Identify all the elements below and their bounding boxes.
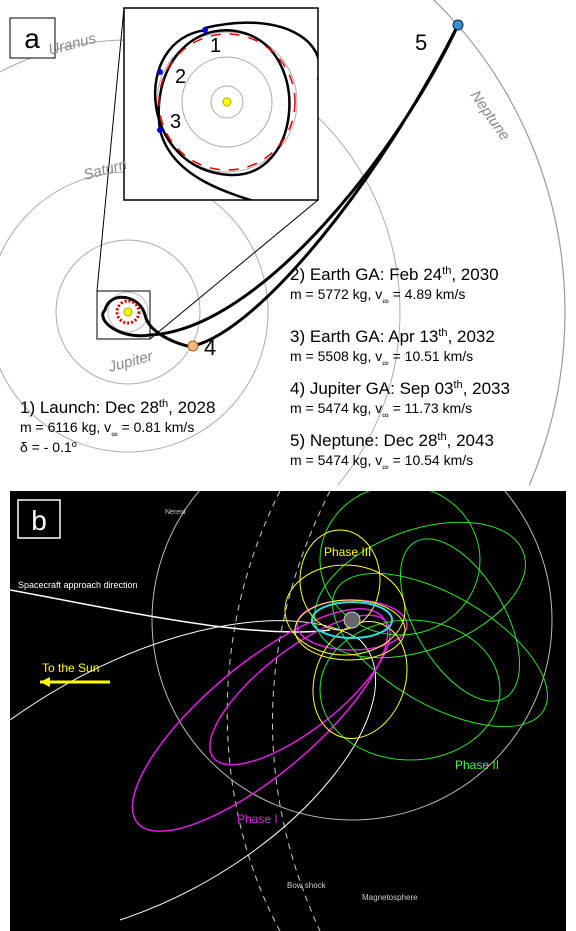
event-details-part: = 10.54 km/s [389, 452, 473, 468]
event-details-part: m = 5772 kg, v [290, 286, 382, 302]
event-note: δ = - 0.1o [20, 439, 77, 455]
event-details-part: = 4.89 km/s [389, 286, 466, 302]
event-title-part: th [453, 379, 462, 391]
zoom-line [97, 8, 124, 291]
planet-label: Jupiter [106, 348, 156, 377]
event-title: 2) Earth GA: Feb 24th, 2030 [290, 265, 499, 284]
sun-label: To the Sun [42, 661, 99, 675]
event-note-part: o [72, 439, 77, 449]
event-title: 1) Launch: Dec 28th, 2028 [20, 398, 215, 417]
event-title-part: 2) Earth GA: Feb 24 [290, 265, 442, 284]
event-title-part: 1) Launch: Dec 28 [20, 398, 159, 417]
event-title: 3) Earth GA: Apr 13th, 2032 [290, 327, 495, 346]
panel-label: b [31, 505, 47, 536]
approach-label: Spacecraft approach direction [18, 580, 138, 590]
marker-label: 1 [210, 35, 221, 57]
event-title-part: 4) Jupiter GA: Sep 03 [290, 379, 453, 398]
marker-label: 4 [204, 335, 216, 360]
event-details-part: m = 6116 kg, v [20, 419, 111, 435]
figure: aUranusSaturnJupiterNeptune123451) Launc… [0, 0, 576, 931]
neptune-b [344, 612, 360, 628]
event-details: m = 5772 kg, v∞ = 4.89 km/s [290, 286, 465, 306]
magnetosphere-label: Magnetosphere [362, 893, 418, 902]
jupiter [188, 341, 198, 351]
neptune [453, 20, 463, 30]
event-title-part: , 2030 [451, 265, 498, 284]
event-details: m = 6116 kg, v∞ = 0.81 km/s [20, 419, 194, 439]
nereid-label: Nereid [165, 509, 186, 516]
event-details-part: = 0.81 km/s [118, 419, 195, 435]
event-details-part: m = 5474 kg, v [290, 452, 382, 468]
event-details-part: = 11.73 km/s [389, 400, 472, 416]
marker-label: 5 [415, 30, 427, 55]
event-title-part: , 2032 [448, 327, 495, 346]
event-details: m = 5474 kg, v∞ = 10.54 km/s [290, 452, 473, 472]
event-title-part: , 2043 [447, 431, 494, 450]
phase-label: Phase II [455, 758, 499, 772]
event-title: 4) Jupiter GA: Sep 03th, 2033 [290, 379, 510, 398]
sun [124, 308, 132, 316]
event-title: 5) Neptune: Dec 28th, 2043 [290, 431, 494, 450]
bow-shock-label: Bow shock [287, 881, 327, 890]
marker-label: 3 [170, 111, 181, 133]
event-title-part: th [437, 431, 446, 443]
event-title-part: th [442, 265, 451, 277]
page: aUranusSaturnJupiterNeptune123451) Launc… [0, 0, 576, 931]
event-title-part: th [438, 327, 447, 339]
event-details-part: m = 5508 kg, v [290, 348, 382, 364]
panel-label: a [24, 23, 40, 54]
event-title-part: 3) Earth GA: Apr 13 [290, 327, 438, 346]
event-details: m = 5508 kg, v∞ = 10.51 km/s [290, 348, 473, 368]
event-title-part: , 2028 [168, 398, 215, 417]
phase-label: Phase I [237, 812, 278, 826]
event-note-part: δ = - 0.1 [20, 439, 72, 455]
marker-label: 2 [175, 66, 186, 88]
panel-b [10, 491, 566, 931]
event-title-part: 5) Neptune: Dec 28 [290, 431, 437, 450]
event-title-part: th [159, 398, 168, 410]
event-details-part: = 10.51 km/s [389, 348, 473, 364]
planet-label: Neptune [467, 88, 513, 144]
phase-label: Phase III [324, 545, 371, 559]
event-details-part: m = 5474 kg, v [290, 400, 382, 416]
event-details: m = 5474 kg, v∞ = 11.73 km/s [290, 400, 472, 420]
event-title-part: , 2033 [463, 379, 510, 398]
planet-label: Saturn [82, 156, 129, 184]
